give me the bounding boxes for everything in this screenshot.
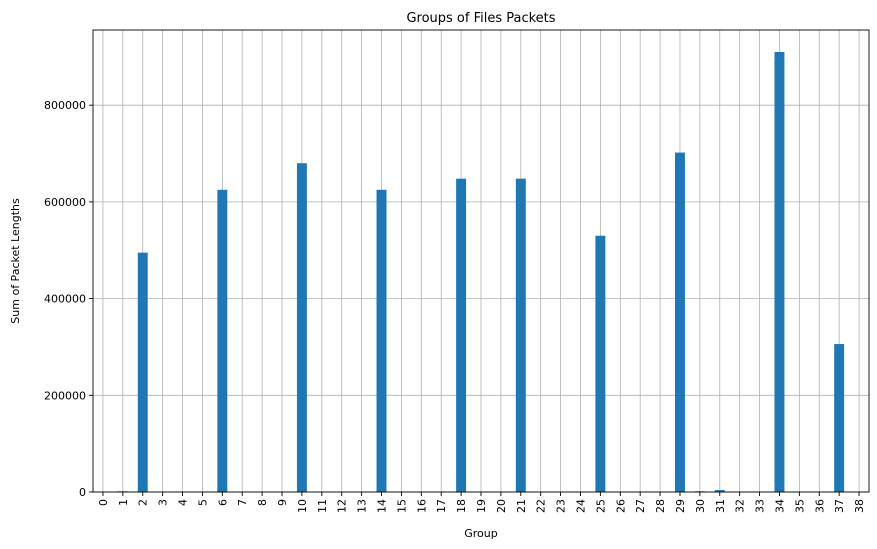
x-tick-label: 20	[495, 499, 508, 513]
x-tick-label: 22	[535, 499, 548, 513]
x-tick-label: 11	[316, 499, 329, 513]
y-axis-ticks: 0 200000 400000 600000 800000	[44, 99, 93, 499]
bar	[296, 163, 307, 492]
x-tick-label: 10	[296, 499, 309, 513]
x-tick-label: 5	[196, 499, 209, 506]
x-tick-label: 27	[634, 499, 647, 513]
x-tick-label: 4	[177, 499, 190, 506]
x-tick-label: 1	[117, 499, 130, 506]
bar	[675, 152, 685, 493]
x-tick-label: 37	[833, 499, 846, 513]
x-axis-label: Group	[464, 527, 498, 540]
x-tick-label: 2	[137, 499, 150, 506]
x-tick-label: 3	[157, 499, 170, 506]
x-tick-label: 29	[674, 499, 687, 513]
x-tick-label: 25	[594, 499, 607, 513]
x-tick-label: 30	[694, 499, 707, 513]
y-axis-label: Sum of Packet Lengths	[9, 198, 22, 324]
x-tick-label: 31	[714, 499, 727, 513]
x-tick-label: 0	[97, 499, 110, 506]
y-tick-label: 200000	[44, 389, 86, 402]
x-tick-label: 19	[475, 499, 488, 513]
bar	[217, 189, 228, 493]
bar	[834, 344, 845, 492]
bar	[515, 178, 526, 492]
chart-title: Groups of Files Packets	[406, 11, 555, 26]
x-tick-label: 15	[395, 499, 408, 513]
y-tick-label: 0	[79, 486, 86, 499]
y-tick-label: 400000	[44, 293, 86, 306]
bar	[456, 178, 467, 492]
x-tick-label: 32	[734, 499, 747, 513]
bars	[117, 52, 845, 493]
bar	[595, 235, 606, 492]
x-tick-label: 38	[853, 499, 866, 513]
bar	[714, 490, 725, 492]
x-tick-label: 34	[773, 499, 786, 513]
x-tick-label: 18	[455, 499, 468, 513]
x-tick-label: 8	[256, 499, 269, 506]
x-tick-label: 26	[614, 499, 627, 513]
x-tick-label: 9	[276, 499, 289, 506]
x-tick-label: 21	[515, 499, 528, 513]
x-tick-label: 6	[216, 499, 229, 506]
bar	[137, 252, 148, 492]
x-tick-label: 13	[356, 499, 369, 513]
x-axis-ticks: 0 1 2 3 4 5 6 7 8 9 10 11 12 13 14 15 16 17 18 19 20 21 22 23 24…	[97, 492, 866, 513]
bar	[376, 189, 387, 493]
x-tick-label: 12	[336, 499, 349, 513]
x-tick-label: 24	[574, 499, 587, 513]
x-tick-label: 36	[813, 499, 826, 513]
y-tick-label: 600000	[44, 196, 86, 209]
grid-lines	[93, 30, 869, 493]
x-tick-label: 33	[754, 499, 767, 513]
x-tick-label: 28	[654, 499, 667, 513]
x-tick-label: 17	[435, 499, 448, 513]
y-tick-label: 800000	[44, 99, 86, 112]
bar	[774, 52, 785, 492]
x-tick-label: 23	[555, 499, 568, 513]
x-tick-label: 14	[376, 499, 389, 513]
x-tick-label: 35	[793, 499, 806, 513]
x-tick-label: 16	[415, 499, 428, 513]
x-tick-label: 7	[236, 499, 249, 506]
